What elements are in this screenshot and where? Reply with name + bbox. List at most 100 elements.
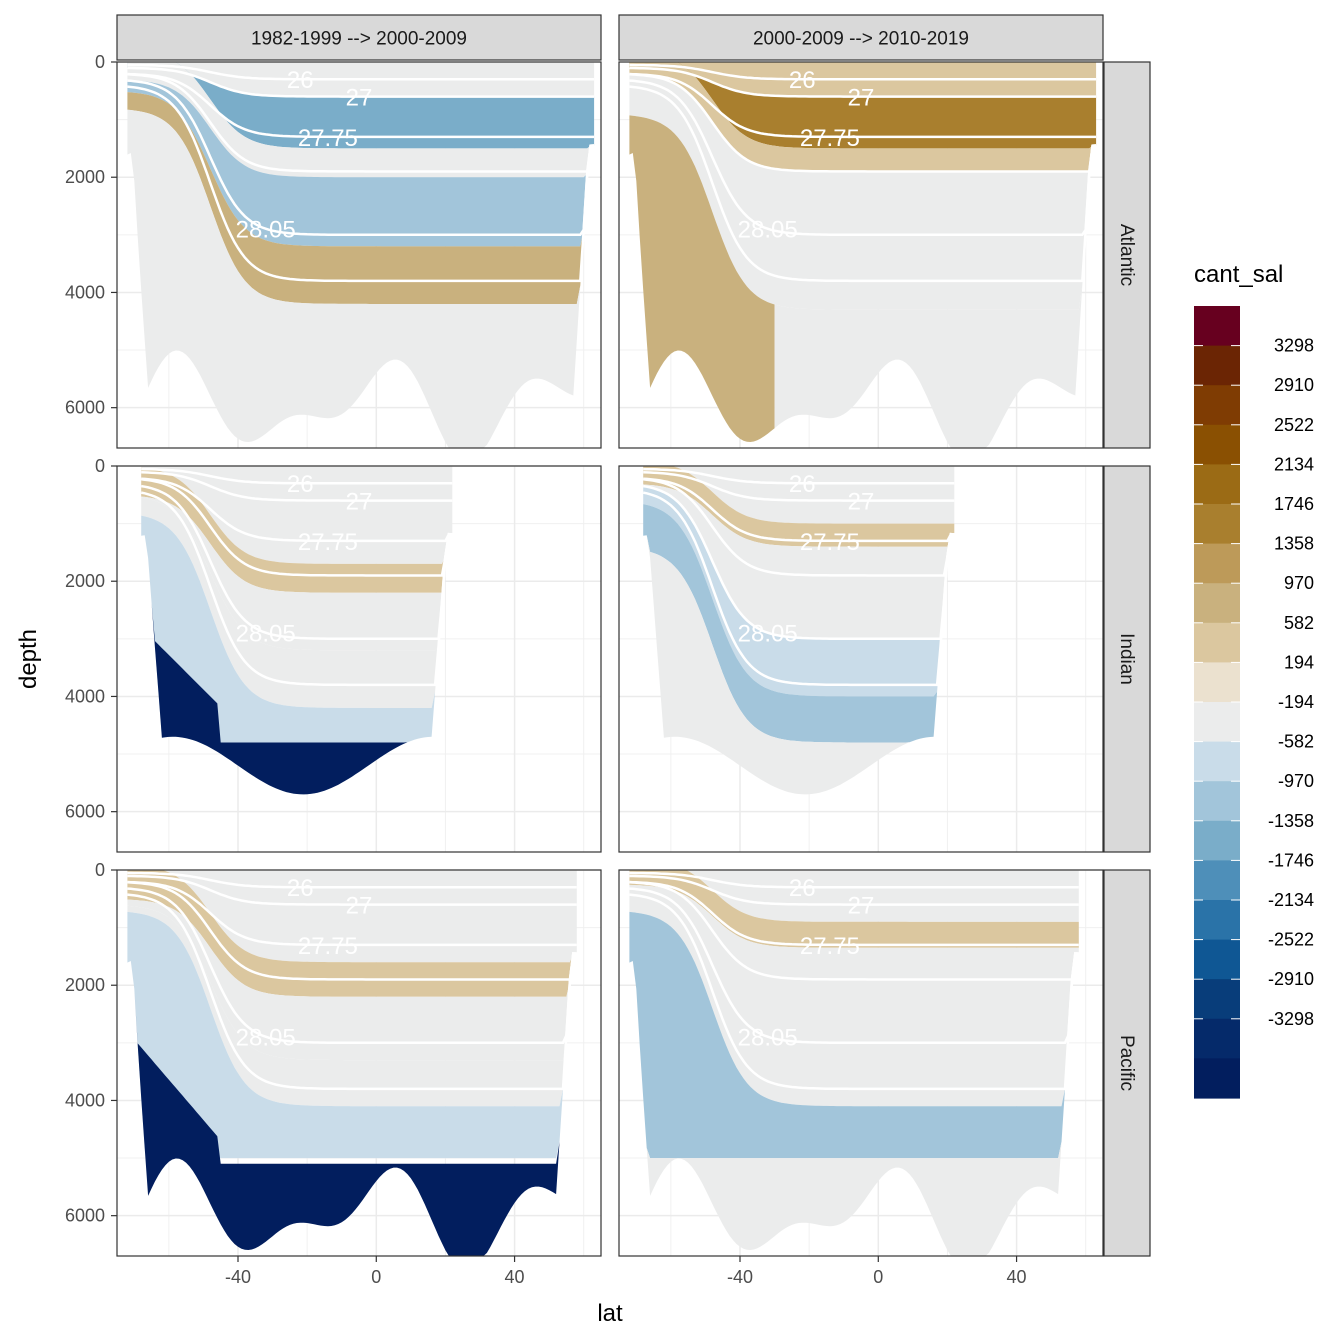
contour-band bbox=[127, 905, 577, 1107]
legend-swatch bbox=[1194, 820, 1240, 861]
contour-band bbox=[629, 888, 1079, 1107]
strip-row-indian: Indian bbox=[1103, 465, 1151, 853]
legend-label: -2134 bbox=[1268, 890, 1314, 910]
isopycnal-label: 27 bbox=[848, 893, 875, 920]
panel-pacific-2: 26 27 27.75 28.05 bbox=[618, 869, 1104, 1257]
x-tick-label: 40 bbox=[505, 1267, 525, 1287]
isopycnal-line bbox=[140, 484, 453, 641]
legend-swatch bbox=[1194, 424, 1240, 465]
legend-label: 1746 bbox=[1274, 494, 1314, 514]
y-tick-label: 6000 bbox=[65, 802, 105, 822]
legend-label: 582 bbox=[1284, 613, 1314, 633]
legend-label: -582 bbox=[1278, 732, 1314, 752]
strip-background bbox=[1103, 869, 1151, 1257]
contour-band bbox=[127, 80, 595, 247]
contour-band bbox=[629, 953, 1079, 1256]
contour-field: 26 27 27.75 28.05 bbox=[127, 62, 595, 448]
contour-band bbox=[643, 484, 955, 639]
legend-label: -970 bbox=[1278, 771, 1314, 791]
legend-swatch bbox=[1194, 306, 1240, 347]
isopycnal-line bbox=[127, 72, 595, 139]
isopycnal-label: 27.75 bbox=[800, 933, 860, 960]
panel-indian-2: 26 27 27.75 28.05 bbox=[618, 465, 1104, 853]
legend-title: cant_sal bbox=[1194, 261, 1283, 288]
isopycnal-label: 28.05 bbox=[236, 1025, 296, 1052]
isopycnal-label: 28.05 bbox=[738, 621, 798, 648]
y-axis-title: depth bbox=[15, 629, 42, 689]
strip-label: Indian bbox=[1116, 633, 1137, 685]
contour-field: 26 27 27.75 28.05 bbox=[127, 870, 577, 1256]
isopycnal-line bbox=[127, 73, 595, 173]
isopycnal-label: 26 bbox=[287, 471, 314, 498]
isopycnal-line bbox=[629, 79, 1097, 237]
strip-row-pacific: Pacific bbox=[1103, 869, 1151, 1257]
isopycnal-label: 27 bbox=[346, 85, 373, 112]
isopycnal-line bbox=[141, 478, 453, 577]
isopycnal-line bbox=[629, 66, 1097, 98]
legend-label: -2910 bbox=[1268, 969, 1314, 989]
contour-band bbox=[141, 497, 453, 708]
x-axis-title: lat bbox=[597, 1300, 623, 1327]
isopycnal-label: 26 bbox=[789, 471, 816, 498]
legend-swatch bbox=[1194, 662, 1240, 703]
y-tick-label: 4000 bbox=[65, 686, 105, 706]
isopycnal-label: 28.05 bbox=[738, 1025, 798, 1052]
contour-band bbox=[127, 62, 595, 149]
isopycnal-label: 27.75 bbox=[298, 125, 358, 152]
isopycnal-label: 27.75 bbox=[298, 933, 358, 960]
legend-label: -2522 bbox=[1268, 930, 1314, 950]
y-tick-label: 0 bbox=[95, 860, 105, 880]
legend-swatch bbox=[1194, 860, 1240, 901]
isopycnal-line bbox=[629, 871, 1079, 889]
legend-swatch bbox=[1194, 1018, 1240, 1059]
strip-label: Atlantic bbox=[1116, 224, 1137, 286]
legend-swatch bbox=[1194, 504, 1240, 545]
y-tick-label: 0 bbox=[95, 52, 105, 72]
isopycnal-label: 27 bbox=[848, 85, 875, 112]
strip-background bbox=[1103, 465, 1151, 853]
legend-label: 2134 bbox=[1274, 454, 1314, 474]
contour-band bbox=[141, 496, 453, 651]
x-tick-label: 0 bbox=[371, 1267, 381, 1287]
isopycnal-line bbox=[643, 467, 955, 485]
contour-band bbox=[629, 870, 1079, 948]
panel-border bbox=[116, 465, 602, 853]
isopycnal-line bbox=[127, 66, 595, 98]
isopycnal-line bbox=[141, 477, 453, 543]
x-tick-label: -40 bbox=[225, 1267, 251, 1287]
panel-border bbox=[116, 869, 602, 1257]
legend-label: -1746 bbox=[1268, 850, 1314, 870]
panel-border bbox=[618, 869, 1104, 1257]
panel-border bbox=[618, 465, 1104, 853]
isopycnal-line bbox=[127, 85, 595, 283]
contour-band bbox=[127, 953, 577, 1256]
isopycnal-label: 27 bbox=[346, 893, 373, 920]
contour-band bbox=[141, 467, 453, 593]
contour-band bbox=[643, 534, 955, 795]
contour-band bbox=[629, 74, 1097, 310]
legend-swatch bbox=[1194, 345, 1240, 386]
contour-field: 26 27 27.75 28.05 bbox=[629, 870, 1079, 1256]
contour-field: 26 27 27.75 28.05 bbox=[629, 62, 1097, 448]
contour-field: 26 27 27.75 28.05 bbox=[140, 466, 453, 795]
contour-band bbox=[127, 870, 577, 963]
isopycnal-label: 26 bbox=[287, 875, 314, 902]
panel-border bbox=[618, 61, 1104, 449]
isopycnal-label: 28.05 bbox=[738, 217, 798, 244]
legend-swatch bbox=[1194, 741, 1240, 782]
contour-band bbox=[127, 92, 595, 304]
y-tick-label: 4000 bbox=[65, 1090, 105, 1110]
y-tick-label: 6000 bbox=[65, 398, 105, 418]
isopycnal-label: 27.75 bbox=[298, 529, 358, 556]
contour-band bbox=[643, 466, 955, 547]
contour-band bbox=[643, 486, 955, 697]
contour-band bbox=[629, 911, 1079, 1159]
legend-swatch bbox=[1194, 781, 1240, 822]
isopycnal-line bbox=[643, 477, 955, 543]
legend: cant_sal 3298 2910 2522 2134 1746 1358 970 582 19… bbox=[1194, 261, 1314, 1099]
contour-band bbox=[774, 145, 1097, 448]
isopycnal-label: 28.05 bbox=[236, 621, 296, 648]
isopycnal-line bbox=[629, 880, 1079, 947]
contour-band bbox=[629, 884, 1079, 1043]
